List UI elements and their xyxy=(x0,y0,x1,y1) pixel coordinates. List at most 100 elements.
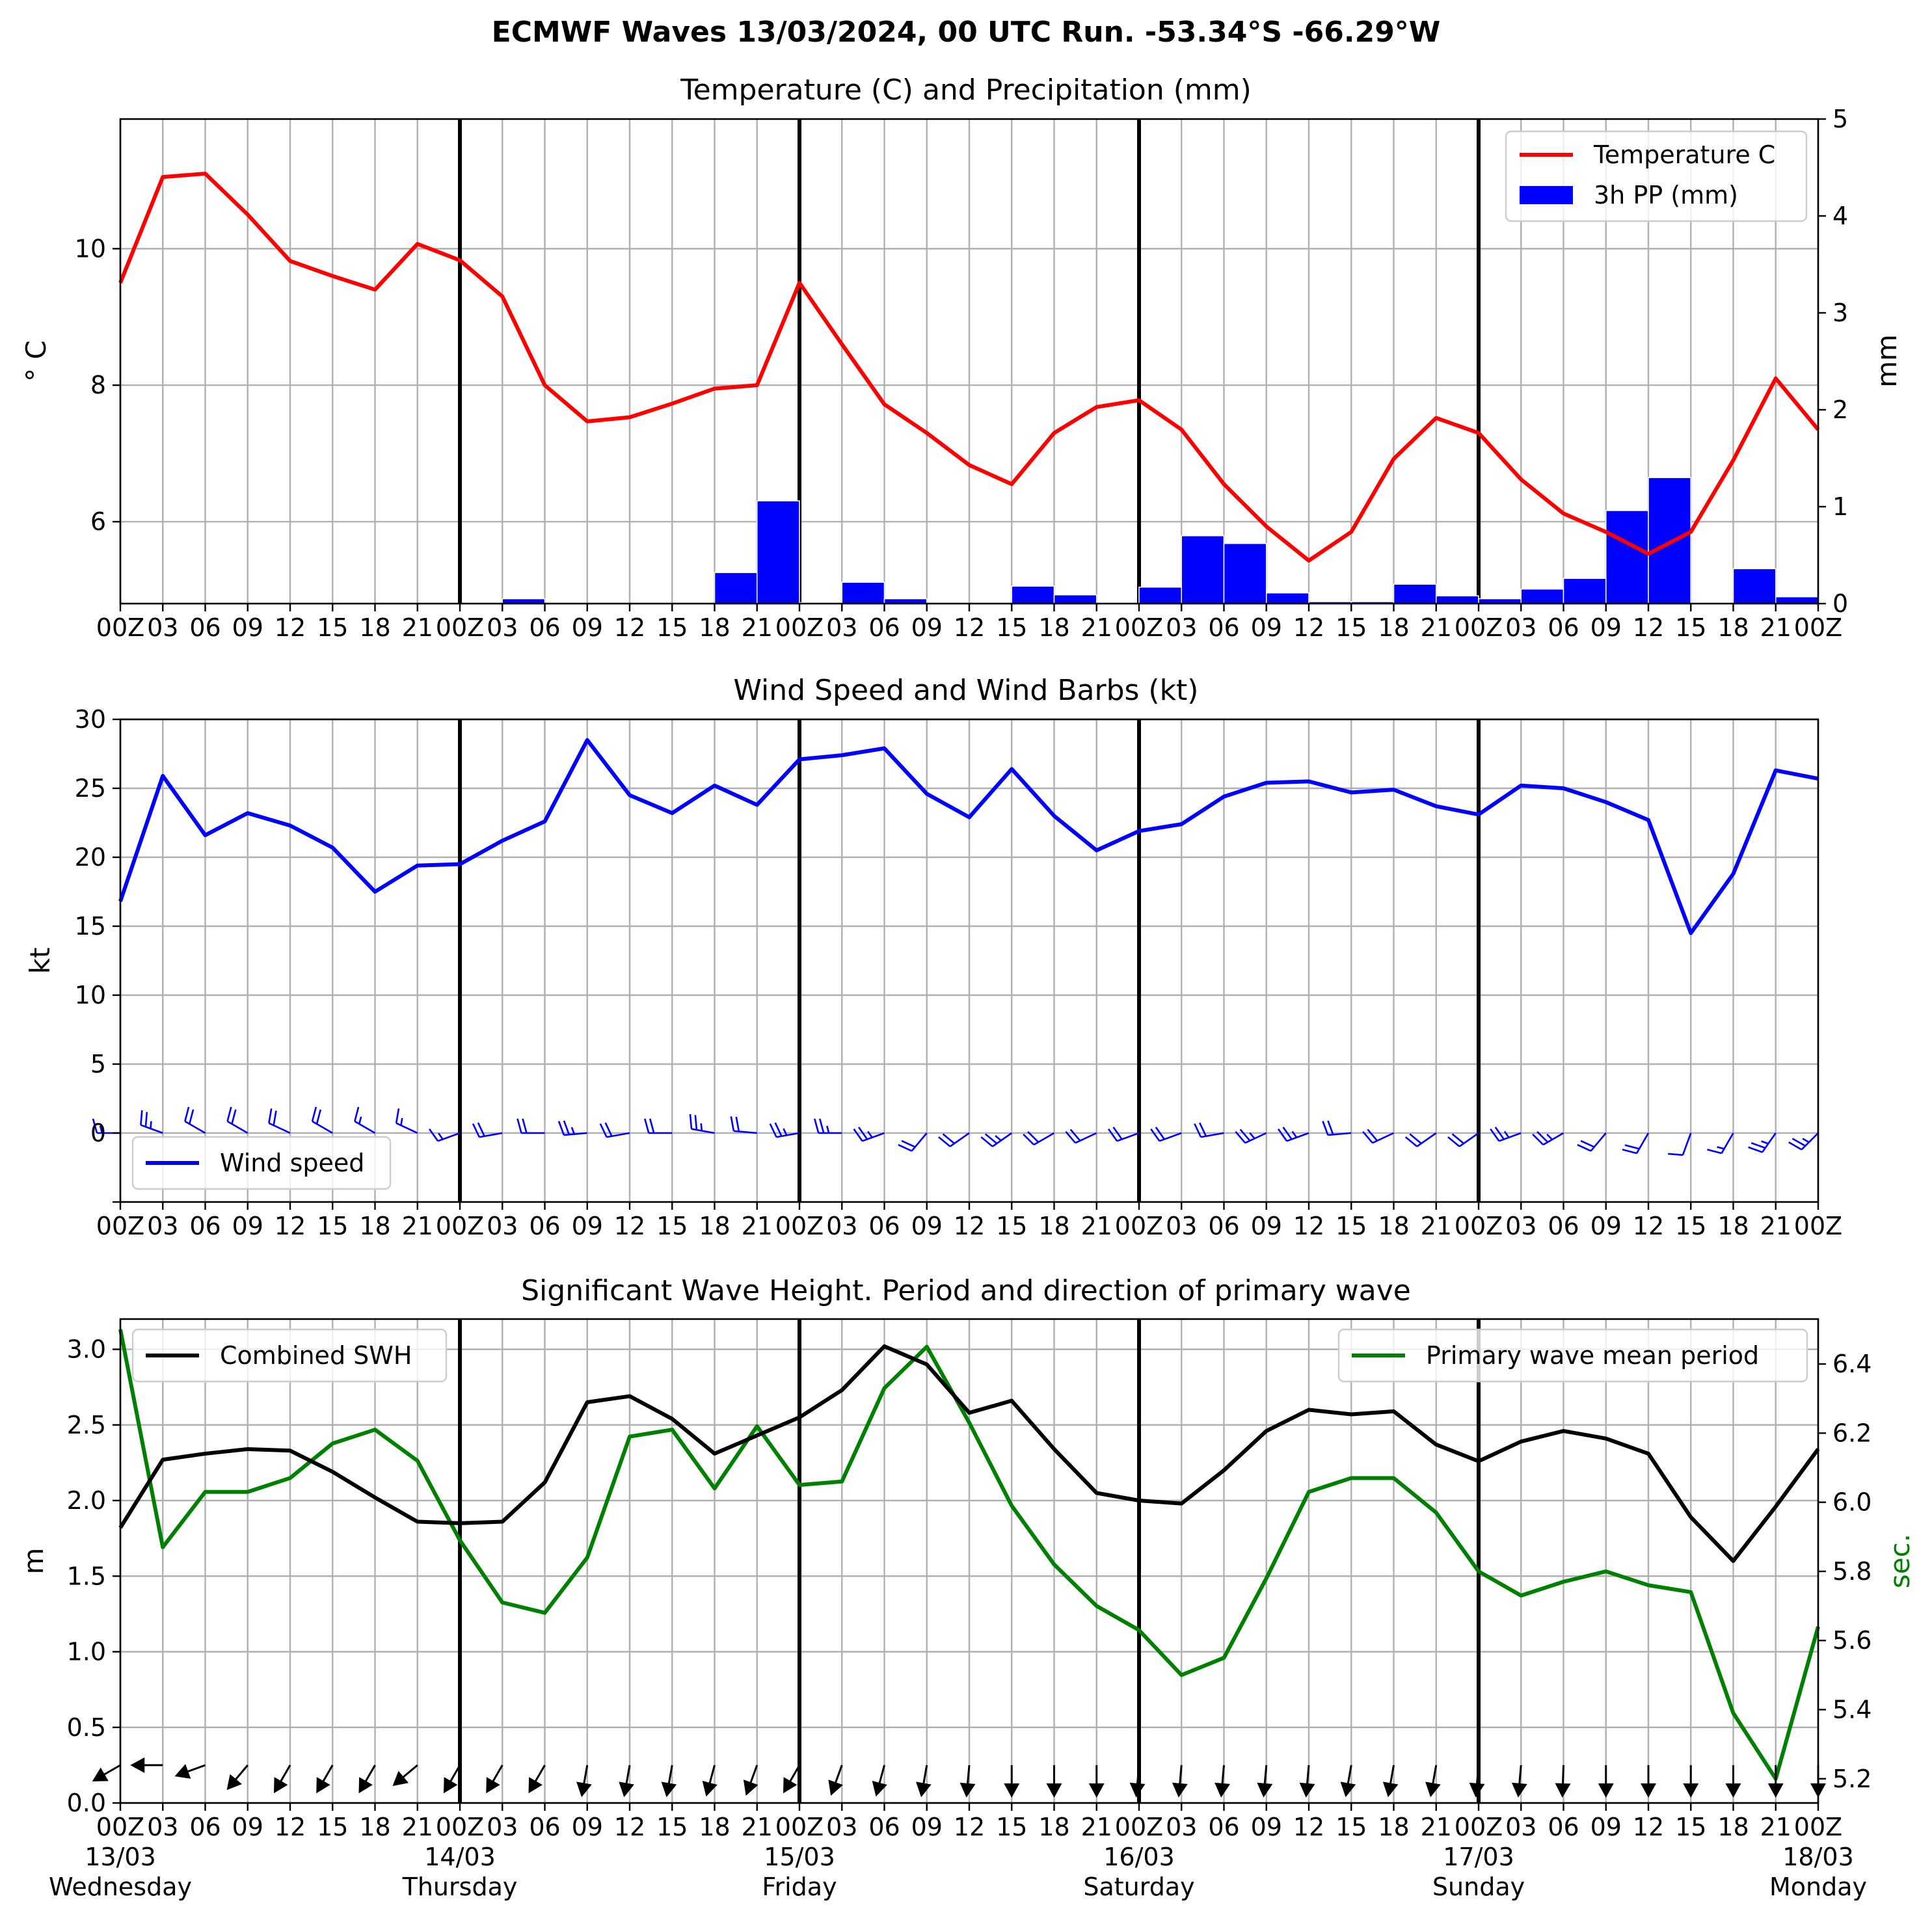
barb-feather xyxy=(1580,1140,1595,1148)
wind-barb xyxy=(1404,1132,1437,1147)
y-tick-label: 10 xyxy=(75,234,106,263)
x-tick-label: 12 xyxy=(1633,1212,1664,1240)
barb-feather xyxy=(268,1108,273,1124)
barb-staff xyxy=(1498,1132,1522,1142)
precip-bar xyxy=(1775,596,1819,604)
barb-feather xyxy=(144,1112,148,1127)
barb-half-feather xyxy=(1761,1140,1769,1145)
barb-feather xyxy=(1155,1127,1166,1140)
y-tick-label: 5 xyxy=(90,1050,106,1078)
barb-half-feather xyxy=(1503,1130,1510,1138)
x-tick-label: 15 xyxy=(656,1813,688,1841)
x-tick-label: 06 xyxy=(189,613,221,642)
precip-bar xyxy=(1053,594,1097,604)
barb-feather xyxy=(1668,1153,1684,1156)
barb-feather xyxy=(1150,1128,1161,1142)
x-tick-label: 18 xyxy=(1378,613,1409,642)
x-tick-label: 06 xyxy=(529,613,560,642)
y-axis-label-left: kt xyxy=(24,948,56,974)
barb-feather xyxy=(898,1143,913,1152)
wave-direction-arrow xyxy=(528,1765,546,1794)
wind-barb xyxy=(1668,1132,1692,1156)
y-tick-label-right: 5.4 xyxy=(1832,1696,1872,1724)
y-tick-label-right: 3 xyxy=(1832,299,1848,327)
barb-feather xyxy=(942,1133,955,1145)
wave-direction-arrow xyxy=(174,1764,206,1779)
arrow-head xyxy=(1214,1782,1231,1798)
barb-staff xyxy=(1542,1132,1564,1146)
x-tick-label: 03 xyxy=(1505,1813,1536,1841)
x-tick-label: 00Z xyxy=(1115,613,1163,642)
wave-direction-arrow xyxy=(661,1765,677,1798)
x-tick-label: 12 xyxy=(614,613,645,642)
precip-bar xyxy=(1393,583,1437,604)
barb-staff xyxy=(563,1132,587,1136)
barb-feather xyxy=(517,1118,522,1134)
y-tick-label: 6 xyxy=(90,507,106,536)
wave-direction-arrow xyxy=(1088,1765,1105,1798)
wind-barb xyxy=(599,1122,630,1138)
barb-staff xyxy=(1200,1132,1224,1138)
barb-feather xyxy=(1409,1133,1422,1145)
x-tick-label: 06 xyxy=(1548,1813,1579,1841)
x-tick-label: 15 xyxy=(1675,1813,1706,1841)
arrow-head xyxy=(1257,1782,1273,1798)
x-tick-label: 03 xyxy=(487,1212,518,1240)
wave-direction-arrow xyxy=(1598,1765,1614,1798)
barb-feather xyxy=(1532,1134,1544,1145)
barb-feather xyxy=(1107,1128,1118,1142)
x-tick-label: 21 xyxy=(1760,1212,1791,1240)
x-tick-label: 09 xyxy=(572,1813,603,1841)
x-tick-label: 21 xyxy=(1421,1212,1452,1240)
barb-staff xyxy=(140,1124,163,1134)
x-tick-label: 00Z xyxy=(775,613,824,642)
barb-staff xyxy=(1116,1132,1140,1142)
barb-feather xyxy=(1199,1122,1207,1137)
arrow-head xyxy=(576,1782,592,1798)
x-tick-label: 18 xyxy=(699,1212,730,1240)
barb-staff xyxy=(1801,1132,1819,1151)
barb-feather xyxy=(311,1106,317,1122)
y-tick-label: 10 xyxy=(75,981,106,1009)
barb-feather xyxy=(1112,1127,1123,1140)
precip-bar xyxy=(1732,568,1777,604)
legend-label-swh: Combined SWH xyxy=(220,1341,412,1370)
x-tick-label: 03 xyxy=(826,1813,857,1841)
x-tick-label: 03 xyxy=(826,613,857,642)
barb-half-feather xyxy=(99,1125,103,1134)
x-tick-label: 06 xyxy=(868,613,900,642)
arrow-head xyxy=(959,1782,976,1798)
y-tick-label: 0.0 xyxy=(67,1789,106,1817)
x-tick-label: 06 xyxy=(1548,1212,1579,1240)
x-tick-label: 18 xyxy=(699,613,730,642)
barb-feather xyxy=(1322,1121,1329,1136)
wind-barb xyxy=(853,1127,885,1142)
day-date-label: 13/03 xyxy=(85,1843,156,1871)
x-tick-label: 09 xyxy=(232,1813,263,1841)
precip-bar xyxy=(1520,588,1564,604)
x-tick-label: 09 xyxy=(232,613,263,642)
barb-feather xyxy=(1624,1144,1640,1150)
barb-feather xyxy=(140,1110,143,1125)
x-tick-label: 06 xyxy=(189,1813,221,1841)
panel-title-wind: Wind Speed and Wind Barbs (kt) xyxy=(734,674,1199,707)
x-tick-label: 00Z xyxy=(436,613,484,642)
wave-direction-arrow xyxy=(1511,1765,1527,1798)
day-weekday-label: Sunday xyxy=(1432,1873,1525,1901)
wind-barb xyxy=(1532,1131,1564,1146)
arrow-head xyxy=(528,1777,543,1794)
temperature-line xyxy=(118,171,1820,563)
day-date-label: 18/03 xyxy=(1782,1843,1854,1871)
wave-direction-arrow xyxy=(1172,1765,1188,1798)
barb-feather xyxy=(1577,1143,1592,1152)
x-tick-label: 09 xyxy=(572,1212,603,1240)
barb-staff xyxy=(1328,1132,1352,1136)
x-tick-label: 09 xyxy=(1251,1212,1282,1240)
wind-barb xyxy=(1107,1127,1140,1142)
x-tick-label: 06 xyxy=(1208,1813,1239,1841)
y-tick-label-right: 6.4 xyxy=(1832,1350,1872,1378)
wave-direction-arrow xyxy=(872,1765,887,1797)
barb-staff xyxy=(733,1130,757,1134)
x-tick-label: 09 xyxy=(232,1212,263,1240)
